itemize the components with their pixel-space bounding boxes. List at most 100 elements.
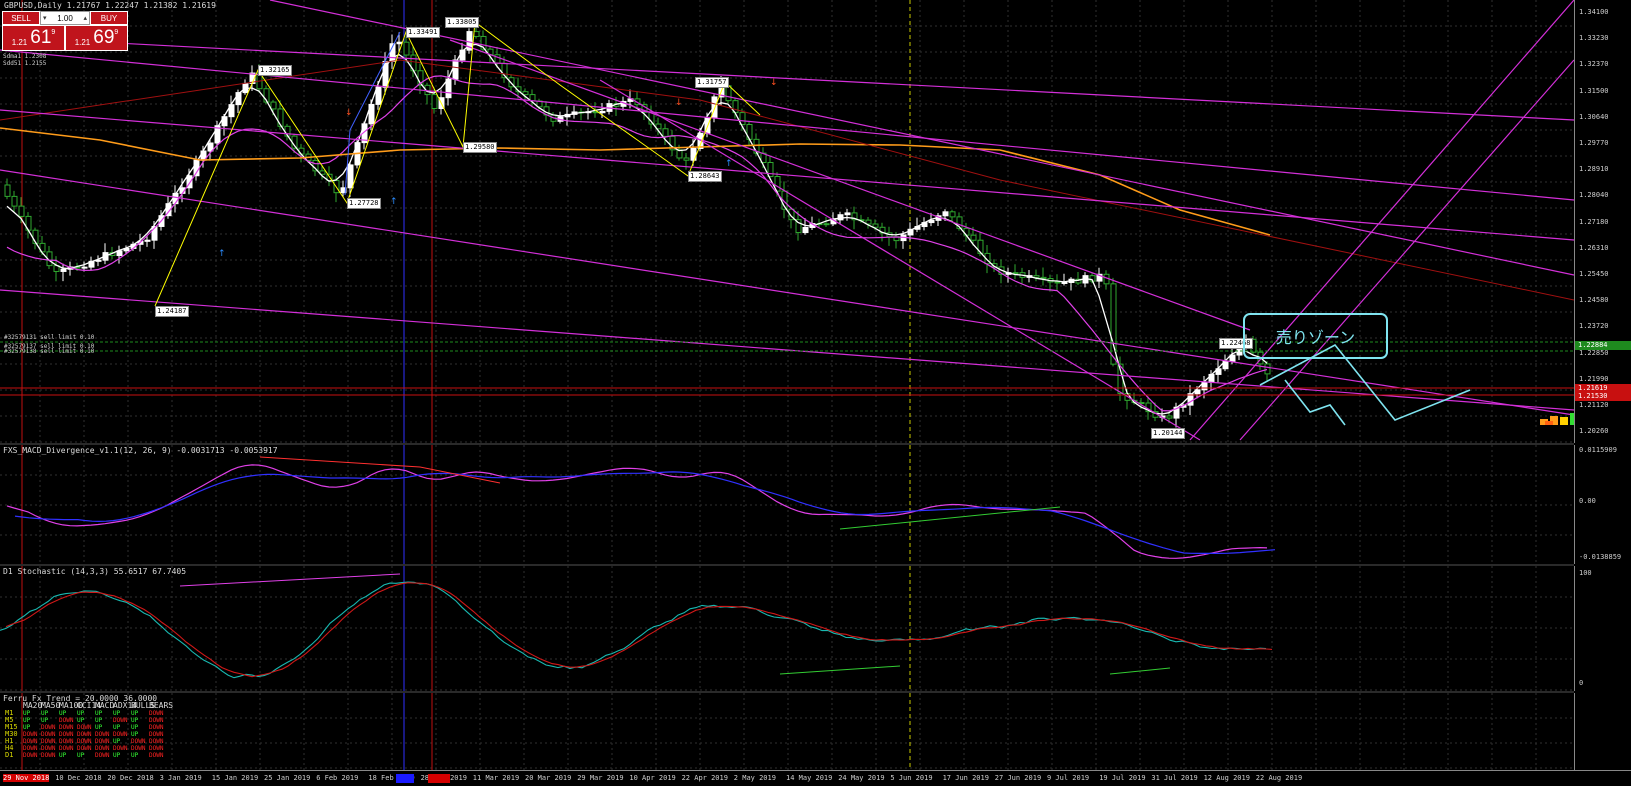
channel-line	[1239, 59, 1574, 441]
candle-body	[431, 94, 438, 110]
stochastic-k-line	[0, 581, 1267, 679]
stochastic-pane[interactable]: D1 Stochastic (14,3,3) 55.6517 67.7405	[0, 566, 1574, 693]
candle-body	[928, 219, 935, 224]
trend-cell: DOWN	[23, 752, 38, 759]
stochastic-axis[interactable]: 100 0	[1574, 566, 1631, 691]
candle-body	[466, 31, 473, 51]
trend-pane[interactable]: Ferru Fx_Trend = 20.0000 36.0000	[0, 693, 1574, 770]
price-chart-pane[interactable]: ↑ ↑ ↑ ↓ ↓ ↓ GBPUSD,Daily 1.21767 1.22247 1.21…	[0, 0, 1574, 445]
trend-guide-line	[0, 59, 1574, 301]
time-axis-label: 31 Jul 2019	[1151, 774, 1198, 782]
chart-title: GBPUSD,Daily 1.21767 1.22247 1.21382 1.2…	[4, 1, 216, 10]
price-axis[interactable]: 1.34100 1.33230 1.32370 1.31500 1.30640 1.297…	[1574, 0, 1631, 443]
candle-body	[340, 187, 347, 194]
candle-body	[1075, 278, 1082, 284]
trend-timeframe: M30	[5, 730, 18, 738]
sell-price-button[interactable]: 1.21 61 9	[2, 25, 65, 51]
zigzag-line	[154, 21, 761, 307]
candle-body	[1110, 283, 1117, 365]
trend-column-header: ADX14	[113, 701, 138, 710]
swing-label: 1.20144	[1151, 428, 1185, 439]
candle-body	[872, 223, 879, 228]
candle-body	[11, 195, 18, 207]
order-label[interactable]: #32579137 sell limit 0.10	[4, 343, 95, 350]
candle-body	[403, 41, 410, 56]
trend-column-header: MA20	[23, 701, 43, 710]
candle-body	[676, 149, 683, 159]
candle-body	[1166, 415, 1173, 419]
trend-cell: UP	[59, 752, 67, 759]
stochastic-axis-top: 100	[1579, 569, 1592, 577]
sell-button[interactable]: SELL	[2, 11, 40, 25]
swing-label: 1.33491	[406, 27, 440, 38]
buy-price-button[interactable]: 1.21 69 9	[65, 25, 128, 51]
candle-body	[207, 142, 214, 152]
candle-body	[263, 88, 270, 103]
trend-cell: UP	[113, 738, 121, 745]
price-axis-label: 1.22850	[1579, 348, 1609, 357]
buy-button[interactable]: BUY	[90, 11, 128, 25]
candle-body	[1033, 275, 1040, 278]
price-axis-label: 1.33230	[1579, 34, 1609, 43]
candle-body	[634, 98, 641, 106]
channel-line	[599, 79, 1201, 441]
trend-column-header: MA100	[59, 701, 84, 710]
trend-cell: DOWN	[23, 745, 38, 752]
trend-cell: DOWN	[149, 710, 164, 717]
candle-body	[837, 214, 844, 221]
lot-size-value[interactable]: 1.00	[57, 13, 73, 23]
trend-cell: DOWN	[77, 745, 92, 752]
price-axis-label: 1.23720	[1579, 322, 1609, 331]
time-axis-label: 27 Jun 2019	[994, 774, 1042, 782]
trend-cell: UP	[41, 710, 49, 717]
sell-zone-annotation[interactable]: 売りゾーン	[1243, 313, 1388, 359]
candle-body	[851, 212, 858, 221]
lot-decrease-icon[interactable]: ▾	[43, 15, 47, 22]
stochastic-divergence-line	[779, 665, 901, 675]
swing-label: 1.22468	[1219, 338, 1253, 349]
trend-cell: UP	[59, 710, 67, 717]
trend-cell: UP	[131, 710, 139, 717]
signal-arrow-icon: ↑	[725, 159, 733, 169]
candle-body	[662, 128, 669, 137]
macd-pane[interactable]: FXS_MACD_Divergence_v1.1(12, 26, 9) -0.0…	[0, 445, 1574, 566]
order-label[interactable]: #32579131 sell limit 0.10	[4, 334, 95, 341]
signal-arrow-icon: ↓	[345, 108, 353, 118]
trend-timeframe: M5	[5, 716, 14, 724]
trend-row: M1 UP UP UP UP UP UP UP DOWN	[5, 710, 167, 718]
candle-body	[795, 219, 802, 234]
candle-body	[515, 86, 522, 93]
macd-axis[interactable]: 0.0115909 0.00 -0.0138859	[1574, 445, 1631, 564]
lot-size-input[interactable]: ▾ 1.00 ▴	[40, 11, 90, 25]
lot-increase-icon[interactable]: ▴	[83, 15, 87, 22]
time-axis-label: 19 Jul 2019	[1099, 774, 1146, 782]
time-axis-label: 6 Feb 2019	[316, 774, 359, 782]
trend-cell: DOWN	[131, 738, 146, 745]
time-axis[interactable]: 29 Nov 2018 10 Dec 2018 20 Dec 2018 3 Jan 2…	[0, 770, 1631, 786]
time-axis-label: 29 Mar 2019	[577, 774, 624, 782]
order-label[interactable]: #32579138 sell limit 0.10	[4, 348, 95, 355]
signal-arrow-icon: ↓	[770, 78, 778, 88]
trend-cell: UP	[95, 717, 103, 724]
time-axis-label: 5 Jun 2019	[890, 774, 933, 782]
price-axis-label: 1.21120	[1579, 401, 1609, 409]
candle-body	[669, 135, 676, 151]
trend-cell: DOWN	[113, 745, 128, 752]
trend-cell: DOWN	[95, 731, 110, 738]
trend-column-header: MA50	[41, 701, 61, 710]
candle-body	[144, 239, 151, 242]
stochastic-canvas[interactable]	[0, 566, 1574, 691]
candle-body	[1264, 363, 1271, 375]
trend-cell: DOWN	[59, 717, 74, 724]
candle-body	[774, 176, 781, 192]
candle-body	[1040, 276, 1047, 280]
candle-body	[599, 110, 606, 114]
candle-body	[18, 205, 25, 217]
price-chart-canvas[interactable]: ↑ ↑ ↑ ↓ ↓ ↓	[0, 0, 1574, 443]
macd-canvas[interactable]	[0, 445, 1574, 564]
ma-info-2: Sdd51 1.2155	[3, 60, 47, 67]
price-axis-label: 1.20260	[1579, 427, 1609, 436]
trend-canvas	[0, 693, 1574, 770]
candle-body	[725, 85, 732, 102]
time-axis-label: 24 May 2019	[838, 774, 885, 782]
